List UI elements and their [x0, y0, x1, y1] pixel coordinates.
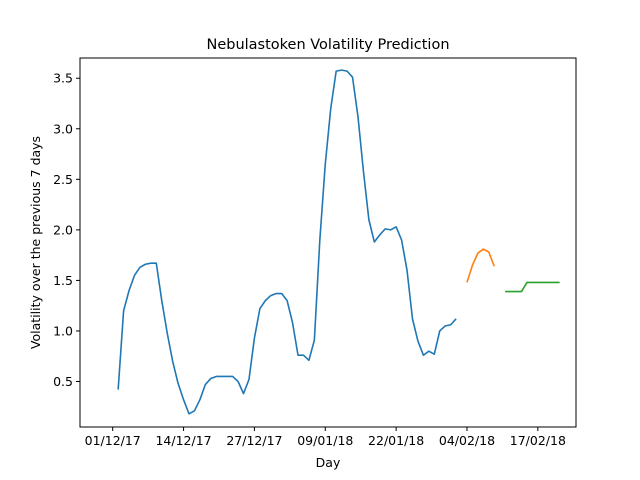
series-lines [117, 69, 560, 415]
y-tick-label: 0.5 [53, 374, 73, 389]
x-tick-label: 09/01/18 [297, 433, 353, 448]
y-axis-label: Volatility over the previous 7 days [28, 136, 43, 349]
y-tick-label: 3.0 [53, 121, 73, 136]
x-tick-label: 22/01/18 [368, 433, 424, 448]
x-tick-label: 17/02/18 [510, 433, 566, 448]
plot-frame [79, 57, 577, 428]
y-axis-ticks: 0.5 1.0 1.5 2.0 2.5 3.0 3.5 [53, 71, 80, 389]
x-axis-label: Day [316, 455, 341, 470]
y-tick-label: 1.5 [53, 273, 73, 288]
series-line-2 [466, 248, 495, 283]
series-line-3 [505, 281, 560, 293]
y-tick-label: 2.0 [53, 222, 73, 237]
x-axis-ticks: 01/12/17 14/12/17 27/12/17 09/01/18 22/01/18… [85, 427, 566, 448]
y-tick-label: 1.0 [53, 323, 73, 338]
x-tick-label: 04/02/18 [439, 433, 495, 448]
series-line-1 [117, 69, 457, 415]
x-tick-label: 01/12/17 [85, 433, 141, 448]
x-tick-label: 27/12/17 [226, 433, 282, 448]
y-tick-label: 3.5 [53, 71, 73, 86]
x-tick-label: 14/12/17 [155, 433, 211, 448]
y-tick-label: 2.5 [53, 172, 73, 187]
chart-title: Nebulastoken Volatility Prediction [206, 37, 449, 53]
